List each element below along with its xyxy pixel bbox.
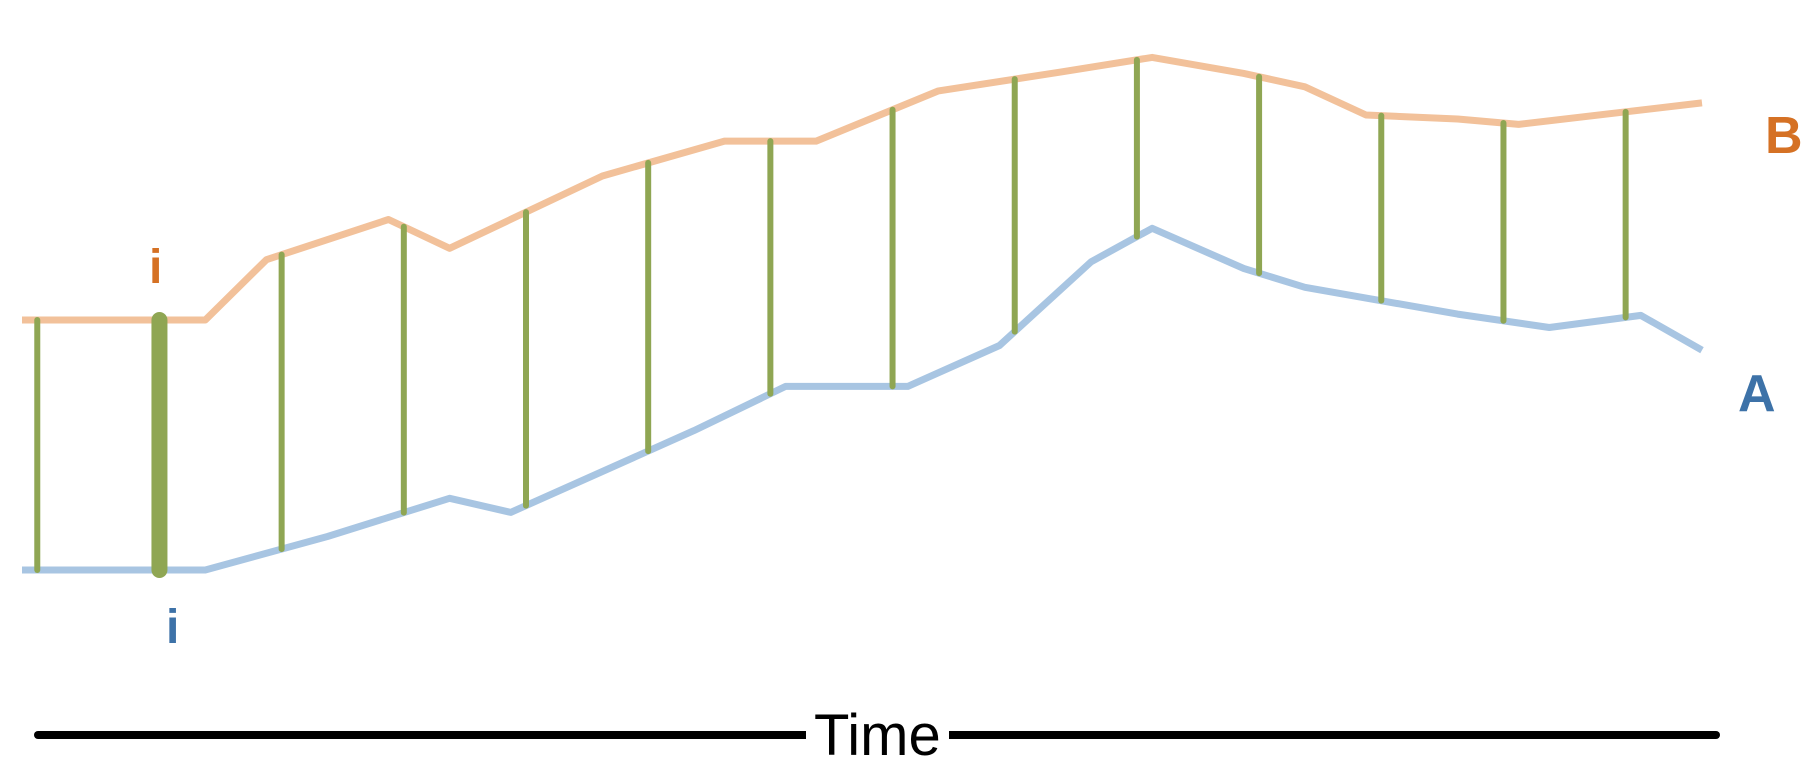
series-a-index-marker: i: [166, 601, 180, 654]
time-axis-title: Time: [806, 707, 949, 765]
connectors-front: [34, 56, 1629, 578]
series-b-line: [22, 53, 1703, 324]
series-b-label: B: [1765, 107, 1803, 165]
series-a-line: [22, 224, 1704, 574]
series-a-label: A: [1738, 365, 1776, 423]
series-b-index-marker: i: [149, 241, 163, 294]
